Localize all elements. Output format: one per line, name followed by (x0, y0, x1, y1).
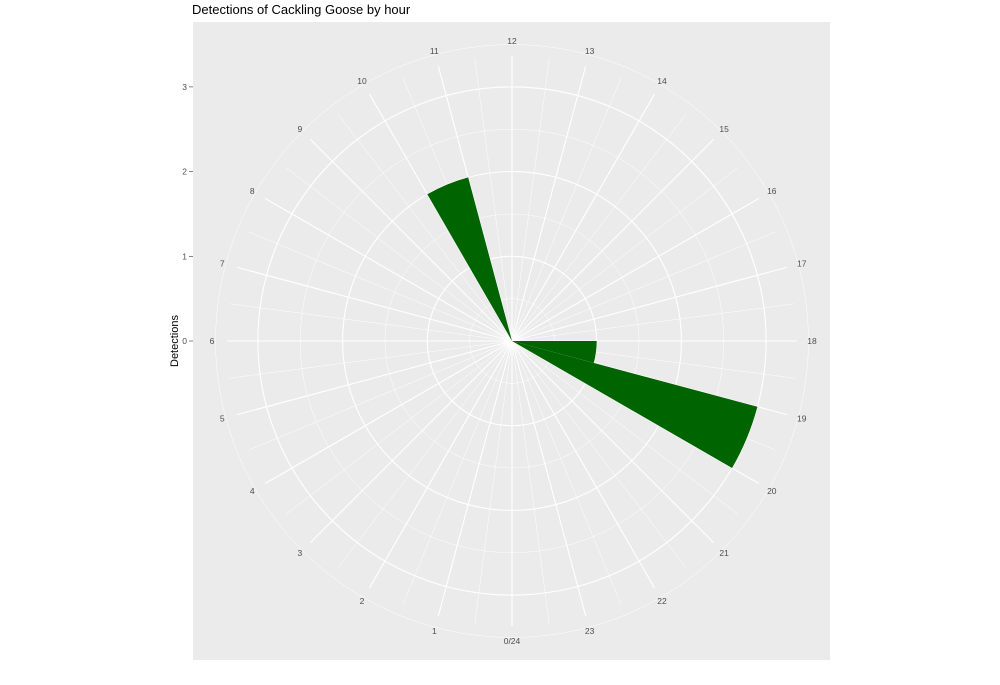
hour-tick-label: 17 (797, 258, 807, 268)
grid-spoke-minor (511, 340, 739, 515)
grid-spoke-minor (511, 340, 622, 605)
grid-spoke-major (310, 139, 513, 342)
grid-spoke-minor (511, 114, 686, 342)
grid-circle-minor (215, 44, 809, 638)
bar-hour-19 (512, 341, 758, 469)
y-tick-label: 2 (182, 167, 187, 177)
hour-tick-label: 12 (507, 36, 517, 46)
grid-spoke-minor (229, 303, 513, 342)
grid-spoke-major (310, 340, 513, 543)
grid-spoke-major (437, 340, 513, 617)
bar-hour-10 (427, 177, 512, 341)
bar-hour-18 (512, 341, 597, 363)
hour-tick-label: 19 (797, 414, 807, 424)
grid-spoke-minor (511, 340, 550, 624)
bar-layer (427, 177, 758, 469)
grid-spoke-minor (511, 77, 622, 342)
hour-tick-label: 11 (430, 46, 439, 56)
grid-spoke-minor (338, 340, 513, 568)
angular-tick-layer: 0/24123456789101112131415161718192021222… (210, 36, 817, 646)
grid-spoke-minor (474, 340, 513, 624)
hour-tick-label: 18 (807, 336, 817, 346)
hour-tick-label: 14 (657, 76, 667, 86)
grid-spoke-minor (511, 303, 795, 342)
grid-spoke-major (236, 340, 513, 416)
grid-spoke-major (511, 139, 714, 342)
grid-spoke-minor (285, 167, 513, 342)
grid-spoke-minor (285, 340, 513, 515)
hour-tick-label: 7 (220, 258, 225, 268)
hour-tick-label: 8 (250, 186, 255, 196)
grid-spoke-major (264, 198, 513, 342)
hour-tick-label: 23 (585, 626, 595, 636)
y-axis-label: Detections (169, 315, 181, 367)
hour-tick-label: 2 (360, 596, 365, 606)
hour-tick-label: 6 (210, 336, 215, 346)
grid-spoke-minor (338, 114, 513, 342)
hour-tick-label: 1 (432, 626, 437, 636)
grid-spoke-major (511, 340, 760, 484)
hour-tick-label: 9 (298, 124, 303, 134)
hour-tick-label: 20 (767, 486, 777, 496)
grid-spoke-major (511, 65, 587, 342)
grid-spoke-major (511, 266, 788, 342)
y-tick-label: 0 (182, 336, 187, 346)
grid-spoke-minor (511, 167, 739, 342)
y-tick-label: 3 (182, 82, 187, 92)
hour-tick-label: 21 (719, 548, 729, 558)
grid-spoke-major (511, 93, 655, 342)
grid-spoke-minor (402, 340, 513, 605)
hour-tick-label: 0/24 (504, 636, 521, 646)
grid-spoke-major (369, 340, 513, 589)
y-tick-label: 1 (182, 251, 187, 261)
grid-spoke-major (511, 340, 714, 543)
grid-spoke-minor (511, 58, 550, 342)
grid-spoke-major (264, 340, 513, 484)
grid-spoke-major (236, 266, 513, 342)
grid-spoke-minor (248, 231, 513, 342)
grid-spoke-major (511, 340, 655, 589)
hour-tick-label: 16 (767, 186, 777, 196)
hour-tick-label: 22 (657, 596, 667, 606)
hour-tick-label: 10 (357, 76, 367, 86)
grid-spoke-minor (474, 58, 513, 342)
grid-layer (215, 44, 809, 638)
grid-spoke-major (511, 340, 788, 416)
grid-spoke-major (511, 198, 760, 342)
radial-axis: 0 1 2 3 (182, 82, 193, 346)
hour-tick-label: 13 (585, 46, 595, 56)
hour-tick-label: 4 (250, 486, 255, 496)
hour-tick-label: 5 (220, 414, 225, 424)
chart-title: Detections of Cackling Goose by hour (192, 2, 411, 17)
grid-spoke-minor (248, 340, 513, 451)
grid-spoke-major (511, 340, 587, 617)
grid-spoke-minor (229, 340, 513, 379)
grid-spoke-minor (511, 340, 686, 568)
grid-spoke-minor (511, 231, 776, 342)
hour-tick-label: 15 (719, 124, 729, 134)
hour-tick-label: 3 (298, 548, 303, 558)
